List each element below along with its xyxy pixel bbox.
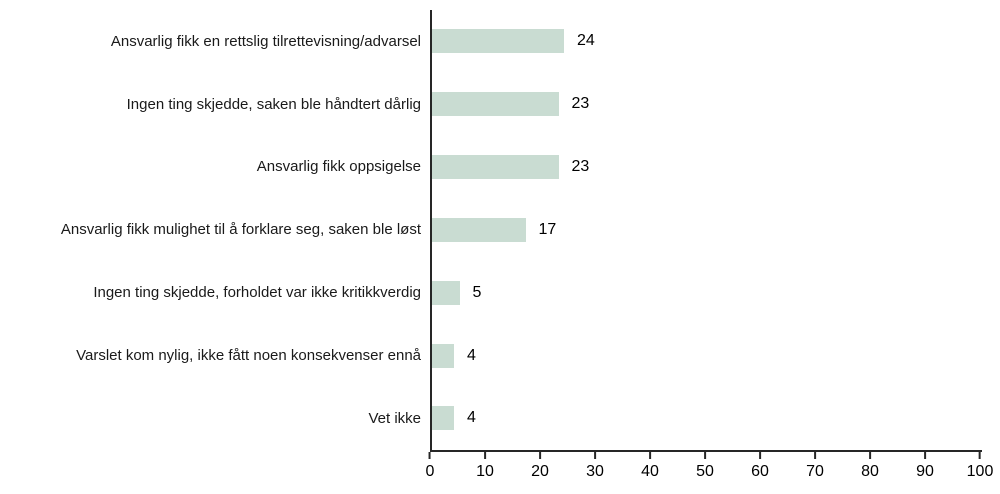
x-tick: 100 <box>966 452 994 481</box>
x-tick: 40 <box>641 452 659 481</box>
x-tick: 50 <box>696 452 714 481</box>
tick-label: 20 <box>531 463 549 480</box>
bar-row: 4 <box>432 387 982 450</box>
bar-row: 4 <box>432 324 982 387</box>
category-label: Varslet kom nylig, ikke fått noen konsek… <box>76 347 421 365</box>
tick-label: 30 <box>586 463 604 480</box>
category-label: Ingen ting skjedde, forholdet var ikke k… <box>93 284 421 302</box>
bar-row: 23 <box>432 73 982 136</box>
bar <box>432 280 460 305</box>
bar-row: 5 <box>432 261 982 324</box>
tick-mark <box>813 452 816 459</box>
tick-mark <box>593 452 596 459</box>
bar <box>432 406 454 431</box>
value-label: 17 <box>538 220 557 238</box>
x-tick: 30 <box>586 452 604 481</box>
bar <box>432 155 559 180</box>
bar <box>432 92 559 117</box>
value-label: 4 <box>467 409 476 427</box>
label-row: Varslet kom nylig, ikke fått noen konsek… <box>0 324 421 387</box>
tick-label: 40 <box>641 463 659 480</box>
label-row: Vet ikke <box>0 387 421 450</box>
tick-mark <box>538 452 541 459</box>
tick-label: 60 <box>751 463 769 480</box>
category-label: Ingen ting skjedde, saken ble håndtert d… <box>126 95 421 113</box>
tick-mark <box>758 452 761 459</box>
x-tick: 0 <box>425 452 435 481</box>
plot-area: 24 23 23 17 5 4 4 <box>430 10 982 452</box>
label-row: Ansvarlig fikk mulighet til å forklare s… <box>0 199 421 262</box>
value-label: 24 <box>577 32 595 50</box>
category-label: Ansvarlig fikk mulighet til å forklare s… <box>60 221 421 239</box>
value-label: 23 <box>571 158 590 176</box>
category-label: Ansvarlig fikk en rettslig tilrettevisni… <box>110 32 421 50</box>
value-label: 4 <box>467 346 476 364</box>
label-row: Ingen ting skjedde, forholdet var ikke k… <box>0 261 421 324</box>
x-tick: 10 <box>476 452 494 481</box>
x-tick: 90 <box>916 452 934 481</box>
tick-mark <box>868 452 871 459</box>
tick-mark <box>483 452 486 459</box>
tick-label: 0 <box>425 463 435 480</box>
bar-row: 23 <box>432 136 982 199</box>
category-labels-column: Ansvarlig fikk en rettslig tilrettevisni… <box>0 10 421 450</box>
tick-mark <box>648 452 651 459</box>
x-tick: 70 <box>806 452 824 481</box>
bar <box>432 343 454 368</box>
x-tick: 60 <box>751 452 769 481</box>
x-tick: 20 <box>531 452 549 481</box>
label-row: Ansvarlig fikk oppsigelse <box>0 136 421 199</box>
tick-mark <box>923 452 926 459</box>
tick-mark <box>978 452 981 459</box>
label-row: Ansvarlig fikk en rettslig tilrettevisni… <box>0 10 421 73</box>
bar <box>432 29 564 54</box>
bar <box>432 217 526 242</box>
bar-row: 24 <box>432 10 982 73</box>
tick-label: 50 <box>696 463 714 480</box>
tick-label: 90 <box>916 463 934 480</box>
x-tick: 80 <box>861 452 879 481</box>
tick-mark <box>703 452 706 459</box>
tick-mark <box>429 452 431 459</box>
tick-label: 100 <box>966 463 994 480</box>
label-row: Ingen ting skjedde, saken ble håndtert d… <box>0 73 421 136</box>
bar-row: 17 <box>432 199 982 262</box>
tick-label: 80 <box>861 463 879 480</box>
value-label: 5 <box>472 283 482 301</box>
tick-label: 10 <box>476 463 494 480</box>
value-label: 23 <box>571 95 590 113</box>
tick-label: 70 <box>806 463 824 480</box>
x-axis-ticks: 0 10 20 30 40 50 60 70 80 90 100 <box>426 452 993 492</box>
category-label: Ansvarlig fikk oppsigelse <box>256 158 421 176</box>
category-label: Vet ikke <box>368 409 421 427</box>
